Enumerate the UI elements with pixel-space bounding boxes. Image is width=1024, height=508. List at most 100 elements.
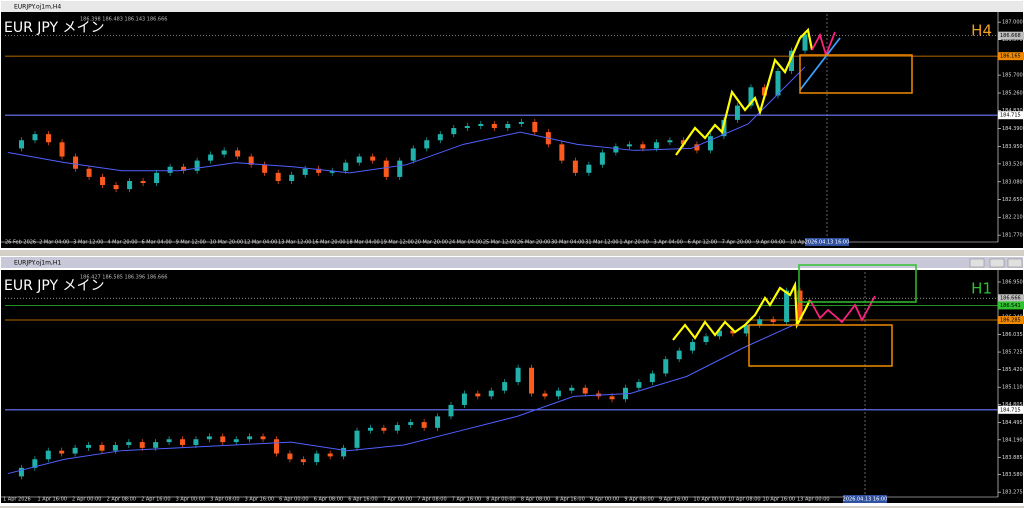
chart-window: EURJPY.oj1m,H4 186.398 186.483 186.143 18… [0, 0, 1024, 250]
candle [154, 172, 160, 184]
candle [206, 436, 212, 440]
time-label: 30 Mar 04:00 [551, 240, 584, 246]
candle [694, 144, 700, 151]
candle [166, 439, 172, 443]
candle [743, 324, 749, 334]
candle [18, 467, 24, 477]
candle [86, 444, 92, 448]
candle [59, 142, 65, 157]
time-label: 3 Apr 00:00 [176, 497, 205, 503]
candle [300, 459, 306, 463]
price-tick-label: 185.260 [1002, 91, 1023, 97]
price-tag [998, 31, 1024, 40]
forecast-drawing [809, 295, 876, 324]
time-label: 4 Mar 20:00 [107, 240, 137, 246]
price-tag-label: 186.668 [1000, 33, 1021, 39]
price-tick-label: 183.950 [1002, 144, 1023, 150]
price-tick-label: 187.000 [1002, 20, 1023, 26]
candle [329, 170, 335, 173]
candle [797, 290, 803, 320]
window-title: EURJPY.oj1m,H1 [14, 260, 61, 267]
candle [343, 162, 349, 171]
time-label: 10 Apr 16:00 [762, 497, 795, 503]
candle [410, 148, 416, 161]
trend-drawing [799, 37, 841, 91]
zigzag-drawing [675, 27, 814, 156]
candle [356, 156, 362, 163]
candle [287, 453, 293, 460]
candle [260, 436, 266, 440]
cursor-time: 2026.04.13 16:00 [805, 240, 850, 246]
candle [761, 87, 767, 96]
cursor-time-box [805, 238, 849, 246]
candle [235, 150, 241, 157]
candle [302, 168, 308, 175]
symbol-label: EUR JPY メイン [4, 20, 105, 36]
candle [532, 121, 538, 133]
candle [421, 422, 427, 428]
time-label: 8 Apr 00:00 [486, 497, 515, 503]
time-label: 20 Mar 20:00 [415, 240, 448, 246]
price-tag-label: 186.541 [1000, 303, 1021, 309]
candle [748, 87, 754, 106]
time-label: 25 Mar 12:00 [483, 240, 516, 246]
window-button[interactable] [989, 258, 1005, 268]
price-tag-label: 184.715 [1000, 407, 1021, 413]
candle [354, 430, 360, 448]
time-label: 6 Apr 08:00 [314, 497, 343, 503]
time-label: 2 Apr 16:00 [141, 497, 170, 503]
window-button[interactable] [1007, 258, 1023, 268]
quote-line: 186.427 186.585 186.396 186.666 [80, 275, 167, 281]
price-tick-label: 183.520 [1002, 161, 1023, 167]
price-tick-label: 184.830 [1002, 108, 1023, 114]
price-tag-label: 184.715 [1000, 113, 1021, 119]
time-label: 7 Apr 00:00 [383, 497, 412, 503]
candle [464, 126, 470, 129]
cursor-time-box [843, 495, 887, 503]
candle [676, 350, 682, 360]
candle [542, 393, 548, 397]
candle [640, 144, 646, 149]
candle [757, 319, 763, 325]
time-label: 3 Mar 12:00 [73, 240, 103, 246]
forecast-drawing [811, 31, 836, 58]
price-tag-label: 186.165 [1000, 54, 1021, 60]
candle [505, 123, 511, 129]
time-label: 13 Apr 00:00 [797, 497, 830, 503]
candle [572, 160, 578, 173]
price-tick-label: 185.110 [1002, 385, 1023, 391]
candle [370, 156, 376, 161]
price-tick-label: 186.950 [1002, 280, 1023, 286]
candle [180, 439, 186, 445]
candle [461, 393, 467, 405]
chart-area [1, 12, 1023, 248]
price-tick-label: 184.805 [1002, 402, 1023, 408]
price-tick-label: 186.570 [1002, 37, 1023, 43]
time-label: 18 Mar 04:00 [346, 240, 379, 246]
timeframe-label: H1 [971, 280, 992, 298]
candle [555, 390, 561, 397]
candle [100, 176, 106, 186]
price-tick-label: 183.580 [1002, 472, 1023, 478]
zone-box [798, 264, 917, 303]
candle [247, 436, 253, 440]
cursor-time: 2026.04.13 16:00 [843, 497, 888, 503]
candle [139, 442, 145, 448]
candle [19, 140, 25, 149]
time-label: 13 Mar 12:00 [278, 240, 311, 246]
candle [314, 453, 320, 463]
candle [653, 142, 659, 149]
time-label: 6 Mar 04:00 [142, 240, 172, 246]
time-label: 10 Apr 00:00 [693, 497, 726, 503]
time-label: 1 Apr 20:00 [619, 240, 648, 246]
candle [448, 404, 454, 417]
window-button[interactable] [969, 258, 985, 268]
time-label: 31 Mar 12:00 [585, 240, 618, 246]
price-tag-label: 186.666 [1000, 296, 1021, 302]
candle [73, 156, 79, 169]
time-label: 2 Apr 08:00 [107, 497, 136, 503]
candle [663, 359, 669, 374]
title-bar [1, 257, 1023, 268]
candle [46, 134, 52, 143]
candle [262, 164, 268, 173]
